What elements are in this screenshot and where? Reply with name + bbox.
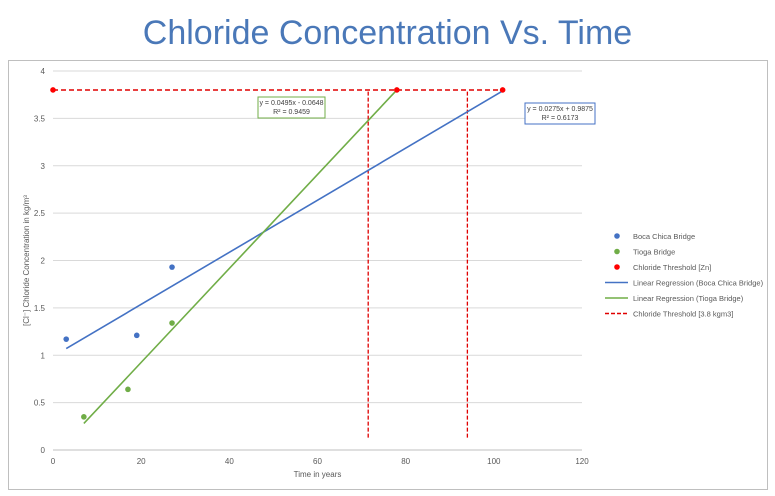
legend-label: Chloride Threshold [3.8 kgm3] xyxy=(633,310,733,319)
x-tick-label: 120 xyxy=(575,457,589,466)
data-point xyxy=(125,386,131,393)
data-point xyxy=(50,87,56,93)
equation-text: y = 0.0275x + 0.9875 xyxy=(527,106,593,113)
x-tick-label: 80 xyxy=(401,457,410,466)
data-point xyxy=(133,332,140,339)
equation-text: R² = 0.9459 xyxy=(273,109,310,116)
y-tick-label: 4 xyxy=(41,67,46,76)
legend-label: Tioga Bridge xyxy=(633,248,675,257)
y-tick-label: 0 xyxy=(41,446,46,455)
data-point xyxy=(169,264,175,270)
regression-line xyxy=(65,90,504,350)
legend-label: Linear Regression (Tioga Bridge) xyxy=(633,294,744,303)
equation-text: y = 0.0495x - 0.0648 xyxy=(259,100,323,107)
y-axis-title: [Cl⁻] Chloride Concentration in kg/m³ xyxy=(22,195,31,326)
equation-text: R² = 0.6173 xyxy=(542,115,579,122)
data-point xyxy=(81,414,87,420)
y-tick-label: 2 xyxy=(41,257,46,266)
x-axis-title: Time in years xyxy=(294,470,342,479)
legend-label: Boca Chica Bridge xyxy=(633,232,695,241)
chart-frame xyxy=(8,60,768,490)
page-title: Chloride Concentration Vs. Time xyxy=(142,14,633,52)
x-tick-label: 20 xyxy=(137,457,146,466)
y-tick-label: 3 xyxy=(41,162,46,171)
x-tick-label: 40 xyxy=(225,457,234,466)
data-point xyxy=(499,87,506,93)
y-tick-label: 2.5 xyxy=(34,209,46,218)
data-point xyxy=(394,87,400,93)
y-tick-label: 1 xyxy=(41,351,46,360)
x-tick-label: 100 xyxy=(487,457,501,466)
y-tick-label: 0.5 xyxy=(34,399,46,408)
y-tick-label: 3.5 xyxy=(34,114,46,123)
data-point xyxy=(63,336,70,342)
legend-marker xyxy=(614,233,620,239)
regression-line xyxy=(83,89,398,425)
legend-marker xyxy=(614,264,620,270)
legend-label: Chloride Threshold [Zn] xyxy=(633,263,711,272)
x-tick-label: 60 xyxy=(313,457,322,466)
y-tick-label: 1.5 xyxy=(34,304,46,313)
x-tick-label: 0 xyxy=(51,457,56,466)
legend-label: Linear Regression (Boca Chica Bridge) xyxy=(633,279,764,288)
legend-marker xyxy=(614,248,620,255)
equation-box xyxy=(524,102,596,125)
data-point xyxy=(169,320,175,326)
equation-box xyxy=(257,96,326,119)
